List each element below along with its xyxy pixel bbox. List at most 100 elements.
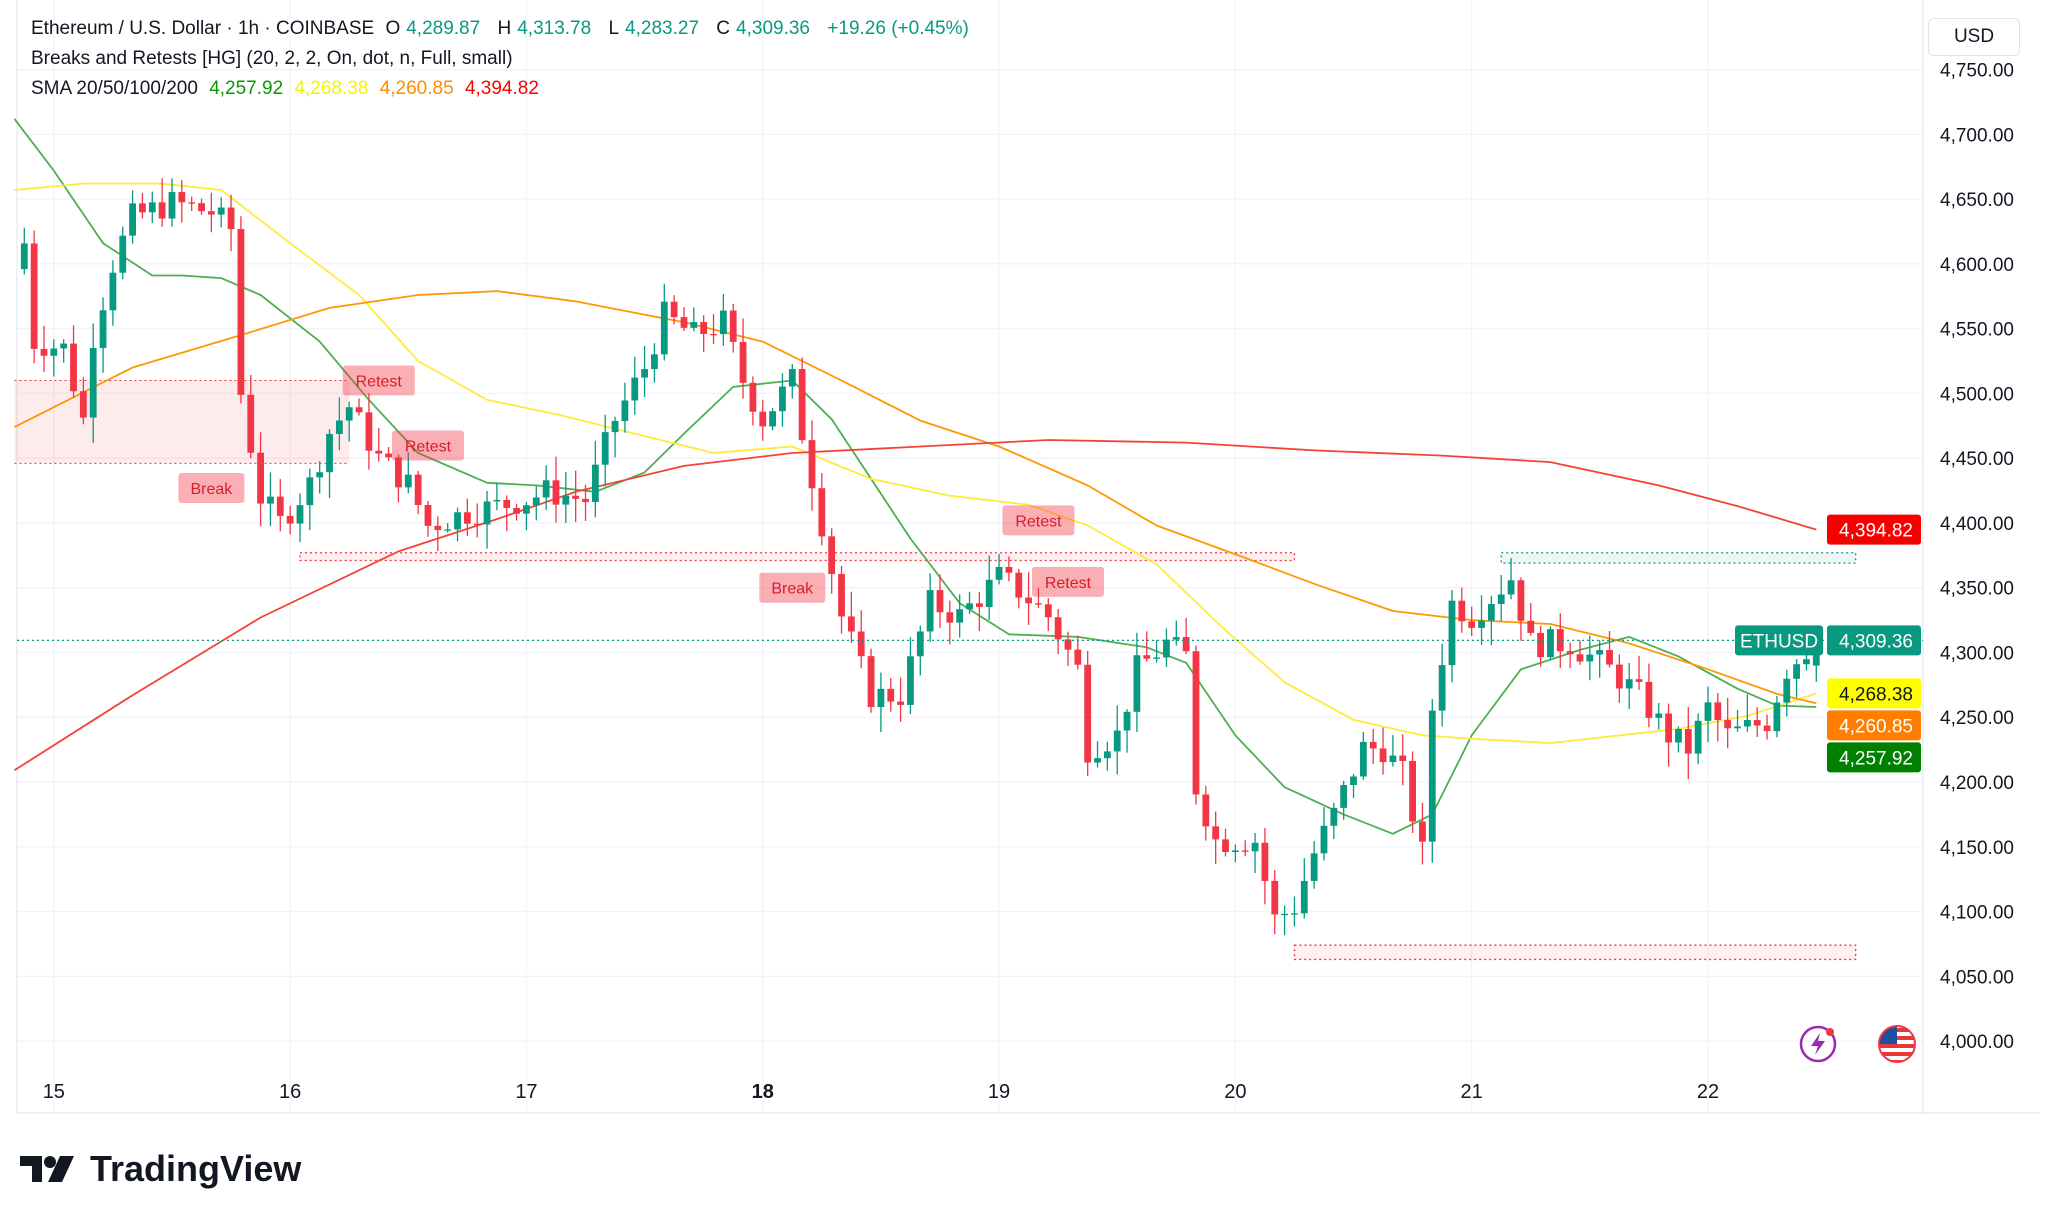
candle: [1143, 631, 1151, 662]
candle-body: [1566, 651, 1574, 655]
x-tick-label: 21: [1461, 1081, 1483, 1103]
candle-body: [1330, 807, 1338, 826]
annotation-label: Retest: [405, 439, 452, 456]
candle-body: [1724, 720, 1732, 729]
candle: [857, 610, 865, 669]
level-zone: [1293, 944, 1857, 961]
candle: [1103, 741, 1111, 771]
ohlc-close-label: C: [716, 18, 731, 39]
candle-body: [1596, 650, 1604, 655]
candle: [168, 178, 176, 227]
annotation-label: Break: [190, 481, 233, 498]
candle-body: [552, 480, 560, 505]
y-tick-label: 4,450.00: [1940, 449, 2014, 470]
candle: [838, 566, 845, 634]
candle: [326, 429, 333, 498]
candle: [680, 307, 688, 331]
candle: [89, 323, 97, 443]
candle: [641, 345, 648, 398]
candle-body: [119, 235, 127, 273]
candle-body: [1389, 755, 1397, 763]
y-tick-label: 4,550.00: [1940, 320, 2014, 341]
candle: [1409, 751, 1416, 834]
candle: [1556, 613, 1564, 669]
candle: [1369, 728, 1377, 764]
candle-body: [316, 472, 324, 478]
ohlc-low-label: L: [608, 18, 620, 39]
candle-body: [651, 354, 658, 370]
candle: [1320, 807, 1328, 861]
candle-body: [473, 523, 481, 526]
candle: [119, 226, 127, 280]
candle: [739, 318, 747, 399]
candle: [1094, 741, 1101, 768]
candle-body: [70, 343, 77, 392]
candle: [1665, 703, 1672, 767]
candle-body: [838, 573, 845, 617]
candle: [503, 495, 511, 532]
sma200-price-tag: 4,394.82: [1839, 521, 1913, 542]
candle: [257, 432, 264, 527]
sma-line-sma200: [13, 439, 1817, 772]
candle: [1684, 707, 1692, 780]
candle: [1005, 556, 1013, 582]
candle-body: [1212, 826, 1220, 840]
candle-body: [1645, 681, 1653, 718]
sma200-price-tag-box: [1827, 514, 1921, 545]
candle-body: [1625, 679, 1633, 689]
candle-body: [1261, 842, 1269, 881]
y-tick-label: 4,000.00: [1940, 1032, 2014, 1053]
candle: [1468, 606, 1476, 637]
candle: [1300, 858, 1308, 919]
sma100-value: 4,260.85: [379, 78, 454, 99]
candle-body: [1438, 665, 1446, 711]
sma100-price-tag: 4,260.85: [1839, 716, 1913, 737]
candle-body: [926, 590, 934, 632]
candle-body: [631, 377, 639, 401]
candle-body: [1222, 839, 1229, 852]
candle-body: [1123, 711, 1131, 731]
ohlc-high-value: 4,313.78: [517, 18, 592, 39]
candle-body: [1241, 850, 1249, 852]
candle: [1084, 650, 1092, 776]
candle: [454, 507, 461, 542]
candle-body: [267, 496, 274, 504]
candle: [897, 677, 904, 722]
y-tick-label: 4,150.00: [1940, 838, 2014, 859]
candle: [1025, 572, 1032, 625]
candle-body: [365, 412, 373, 451]
candle-body: [680, 317, 688, 328]
us-flag-icon[interactable]: [1877, 1024, 1917, 1064]
candle: [178, 180, 186, 223]
lightning-icon[interactable]: [1798, 1024, 1838, 1064]
candle: [916, 625, 924, 676]
current-price-tag-box: [1827, 625, 1921, 656]
candle: [582, 484, 589, 522]
candle: [1251, 832, 1259, 873]
candle-body: [985, 579, 993, 607]
candle-body: [1074, 649, 1082, 665]
candle: [70, 325, 77, 398]
candle: [1586, 635, 1594, 681]
candle: [316, 461, 324, 494]
candle: [1497, 575, 1505, 622]
indicator-legend[interactable]: Breaks and Retests [HG] (20, 2, 2, On, d…: [31, 48, 519, 70]
candle: [355, 398, 363, 416]
sma-legend[interactable]: SMA 20/50/100/200 4,257.92 4,268.38 4,26…: [31, 78, 545, 100]
candle: [404, 452, 412, 494]
candle-body: [1478, 620, 1485, 628]
candle-body: [1133, 655, 1141, 712]
tradingview-logo[interactable]: TradingView: [20, 1148, 301, 1190]
y-tick-label: 4,750.00: [1940, 61, 2014, 82]
candle-body: [769, 411, 776, 427]
candle: [1133, 632, 1141, 732]
candle-body: [621, 400, 629, 422]
candle-body: [936, 590, 944, 613]
candle: [1734, 710, 1741, 732]
candle-body: [798, 369, 806, 441]
candle-body: [1684, 729, 1692, 754]
candle: [700, 315, 708, 352]
currency-button[interactable]: USD: [1928, 18, 2020, 56]
candle: [50, 339, 58, 377]
